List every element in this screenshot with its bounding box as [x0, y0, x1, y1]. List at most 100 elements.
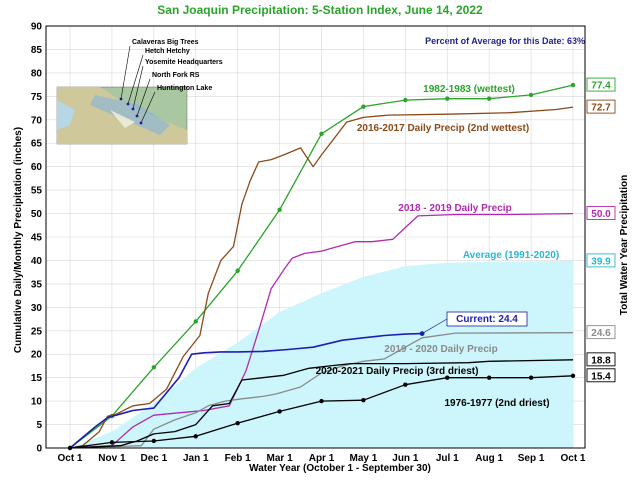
series-point — [193, 434, 198, 439]
x-tick-label: Sep 1 — [518, 453, 545, 464]
series-point — [277, 409, 282, 414]
inset-map-image — [56, 86, 188, 145]
series-point — [445, 96, 450, 101]
series-line-2 — [69, 212, 574, 449]
series-point — [235, 420, 240, 426]
series-line-4 — [69, 332, 574, 449]
end-value-label: 50.0 — [591, 209, 611, 220]
series-point — [486, 375, 492, 380]
map-pointer-line — [140, 91, 156, 124]
x-tick-label: Nov 1 — [98, 453, 126, 464]
x-tick-label: May 1 — [350, 453, 378, 464]
end-value-label: 18.8 — [591, 355, 611, 366]
series-point — [361, 104, 366, 109]
series-label: 1976-1977 (2nd driest) — [444, 398, 549, 409]
series-point — [277, 207, 282, 213]
end-value-label: 77.4 — [591, 81, 611, 92]
end-value-label: 72.7 — [591, 103, 611, 114]
end-value-label: 15.4 — [591, 371, 611, 382]
series-label: 2016-2017 Daily Precip (2nd wettest) — [357, 123, 529, 134]
map-station-marker — [119, 97, 123, 101]
x-tick-label: Aug 1 — [475, 453, 503, 464]
series-point — [151, 438, 157, 444]
x-tick-label: Mar 1 — [267, 453, 294, 464]
map-station-label: Huntington Lake — [157, 85, 212, 92]
y-tick-label: 20 — [31, 350, 43, 361]
end-value-box — [586, 325, 616, 340]
x-tick-label: Jun 1 — [392, 453, 419, 464]
y-tick-label: 10 — [31, 397, 43, 408]
series-point — [319, 131, 324, 137]
y-tick-label: 70 — [31, 115, 43, 126]
y-tick-label: 60 — [31, 162, 43, 173]
y-tick-label: 50 — [31, 209, 43, 220]
y-tick-label: 45 — [31, 233, 43, 244]
map-station-marker — [139, 121, 143, 125]
series-point — [486, 96, 492, 101]
y-tick-label: 85 — [31, 45, 43, 56]
x-tick-label: Jul 1 — [436, 453, 459, 464]
y-axis-label-right: Total Water Year Precipitation — [619, 175, 630, 315]
chart-title: San Joaquin Precipitation: 5-Station Ind… — [157, 3, 483, 17]
end-value-box — [586, 368, 616, 383]
map-station-marker — [126, 102, 130, 106]
percent-of-average-note: Percent of Average for this Date: 63% — [425, 36, 585, 46]
series-line-3 — [69, 332, 423, 449]
end-value-box — [586, 352, 616, 367]
map-pointer-line — [120, 45, 131, 100]
map-pointer-line — [136, 78, 151, 117]
plot-frame — [45, 25, 586, 449]
series-point — [528, 375, 534, 380]
series-label: 2018 - 2019 Daily Precip — [398, 203, 511, 214]
x-tick-label: Feb 1 — [225, 453, 252, 464]
x-tick-label: Apr 1 — [309, 453, 335, 464]
y-tick-label: 40 — [31, 256, 43, 267]
y-tick-label: 0 — [36, 444, 42, 455]
series-label: 2020-2021 Daily Precip (3rd driest) — [316, 366, 479, 377]
end-value-box — [586, 206, 616, 221]
map-station-label: Calaveras Big Trees — [132, 39, 199, 46]
y-tick-label: 55 — [31, 186, 43, 197]
average-fill — [70, 260, 573, 448]
series-line-5 — [69, 359, 574, 449]
series-point — [445, 375, 450, 380]
map-pointer-line — [132, 65, 144, 110]
series-point — [151, 365, 157, 370]
end-value-box — [586, 77, 616, 92]
y-tick-label: 80 — [31, 68, 43, 79]
y-tick-label: 5 — [36, 420, 42, 431]
series-point — [528, 92, 534, 98]
x-tick-label: Dec 1 — [140, 453, 167, 464]
end-value-box — [586, 99, 616, 114]
y-tick-label: 35 — [31, 279, 43, 290]
series-point — [403, 97, 408, 103]
y-axis-label-left: Cumulative Daily/Monthly Precipitation (… — [13, 127, 24, 353]
map-station-label: North Fork RS — [152, 72, 200, 79]
series-point — [403, 382, 408, 387]
map-pointer-line — [127, 54, 144, 105]
y-tick-label: 25 — [31, 326, 43, 337]
x-tick-label: Jan 1 — [183, 453, 209, 464]
series-label: Average (1991-2020) — [463, 250, 559, 261]
x-tick-label: Oct 1 — [57, 453, 82, 464]
map-station-labels: Calaveras Big Trees Hetch Hetchy Yosemite … — [119, 39, 223, 125]
series-point — [235, 268, 240, 273]
series-point — [570, 373, 576, 378]
y-tick-label: 30 — [31, 303, 43, 314]
y-tick-label: 75 — [31, 92, 43, 103]
end-value-label: 24.6 — [591, 328, 611, 339]
current-leader-line — [421, 318, 448, 334]
y-tick-label: 90 — [31, 22, 43, 33]
series-lines — [67, 82, 576, 451]
end-value-label: 39.9 — [591, 256, 611, 267]
series-label: 2019 - 2020 Daily Precip — [384, 344, 497, 355]
series-point — [193, 319, 198, 324]
x-axis-label: Water Year (October 1 - September 30) — [249, 463, 431, 474]
series-point — [319, 398, 324, 404]
axes: 0 5 10 15 20 25 30 35 40 45 50 55 60 65 70 75 80 85 90 Oct … — [31, 22, 586, 465]
series-label: 1982-1983 (wettest) — [423, 84, 515, 95]
series-labels: 1982-1983 (wettest) 2016-2017 Daily Preci… — [316, 77, 616, 409]
series-point — [109, 440, 115, 445]
